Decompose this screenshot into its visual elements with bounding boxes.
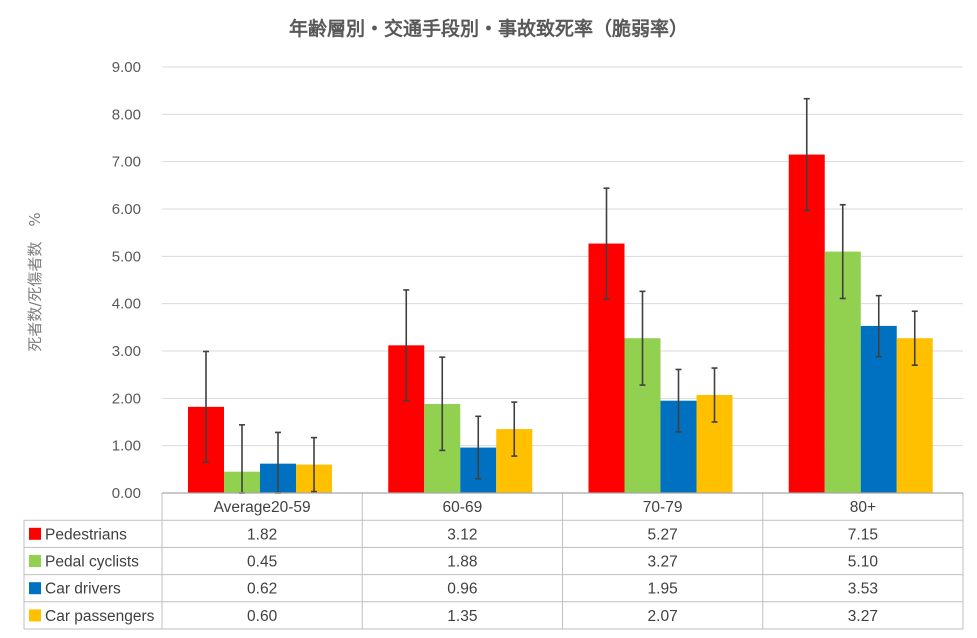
data-label: 3.27: [848, 608, 878, 625]
legend-swatch: [29, 582, 41, 595]
data-label: 0.60: [247, 608, 278, 625]
legend-entry: Car drivers: [45, 581, 121, 598]
data-table: Average20-59 60-69 70-79 80+ Pedestrians 1.82…: [23, 492, 964, 630]
y-tick-label: 7.00: [112, 154, 141, 171]
data-label: 1.88: [447, 554, 477, 571]
data-label: 1.35: [447, 608, 477, 625]
category-label: 80+: [850, 499, 876, 516]
data-label: 3.12: [447, 526, 477, 543]
y-tick-label: 6.00: [112, 201, 141, 218]
error-bars: [203, 97, 918, 494]
bars: [188, 154, 933, 494]
y-tick-label: 5.00: [112, 248, 141, 265]
y-tick-label: 3.00: [112, 343, 141, 360]
category-label: Average20-59: [214, 499, 311, 516]
category-label: 70-79: [643, 499, 683, 516]
data-label: 3.53: [848, 581, 878, 598]
chart-title: 年齢層別・交通手段別・事故致死率（脆弱率）: [288, 18, 688, 40]
legend-swatch: [29, 527, 41, 540]
y-tick-label: 0.00: [112, 485, 141, 502]
y-tick-label: 2.00: [112, 390, 141, 407]
y-axis-tick-labels: 0.00 1.00 2.00 3.00 4.00 5.00 6.00 7.00 8.00 9.00: [112, 59, 141, 502]
legend-entry: Pedestrians: [45, 526, 127, 543]
data-label: 0.45: [247, 554, 277, 571]
y-tick-label: 1.00: [112, 438, 141, 455]
data-label: 7.15: [848, 526, 878, 543]
legend-entry: Car passengers: [45, 608, 155, 625]
data-label: 2.07: [648, 608, 678, 625]
data-label: 0.62: [247, 581, 277, 598]
y-axis-label: 死者数/死傷者数 %: [26, 212, 44, 351]
data-label: 1.82: [247, 526, 277, 543]
y-tick-label: 9.00: [112, 59, 141, 76]
category-label: 60-69: [443, 499, 483, 516]
y-tick-label: 4.00: [112, 296, 141, 313]
data-label: 1.95: [648, 581, 678, 598]
legend-swatch: [29, 609, 41, 622]
y-tick-label: 8.00: [112, 106, 141, 123]
data-label: 3.27: [648, 554, 678, 571]
legend-entry: Pedal cyclists: [45, 554, 139, 571]
data-label: 5.27: [648, 526, 678, 543]
data-label: 0.96: [447, 581, 477, 598]
legend-swatch: [29, 555, 41, 567]
data-label: 5.10: [848, 554, 879, 571]
